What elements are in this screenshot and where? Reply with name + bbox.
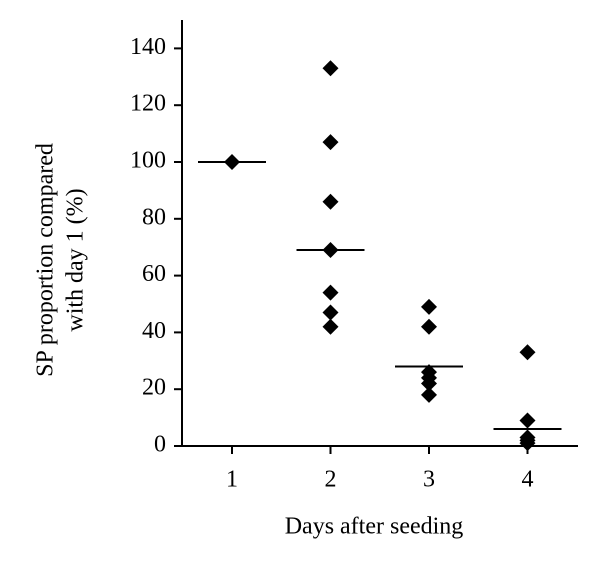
y-tick-label: 20 (142, 375, 166, 401)
y-tick-label: 120 (130, 91, 166, 117)
y-label: SP proportion compared with day 1 (%) (33, 143, 89, 377)
y-label-line: SP proportion compared (33, 143, 59, 377)
point (322, 193, 339, 210)
x-tick-label: 3 (423, 467, 435, 493)
y-tick-label: 80 (142, 204, 166, 230)
point (322, 304, 339, 321)
point (421, 318, 437, 335)
point (519, 412, 536, 429)
point (421, 386, 437, 403)
x-label: Days after seeding (285, 514, 464, 540)
x-tick-label: 4 (522, 467, 534, 493)
y-tick-label: 60 (142, 261, 166, 287)
point (322, 60, 339, 77)
point (421, 375, 437, 392)
y-tick-label: 140 (130, 34, 166, 60)
point (421, 298, 437, 315)
y-label-line: with day 1 (%) (63, 188, 89, 331)
y-tick-label: 100 (130, 148, 166, 174)
point (322, 134, 339, 151)
x-tick-label: 1 (226, 467, 238, 493)
x-tick-label: 2 (325, 467, 337, 493)
point (519, 344, 536, 361)
point (322, 318, 339, 335)
y-tick-label: 40 (142, 318, 166, 344)
y-tick-label: 0 (154, 432, 166, 458)
point (322, 284, 339, 301)
point (519, 435, 536, 452)
